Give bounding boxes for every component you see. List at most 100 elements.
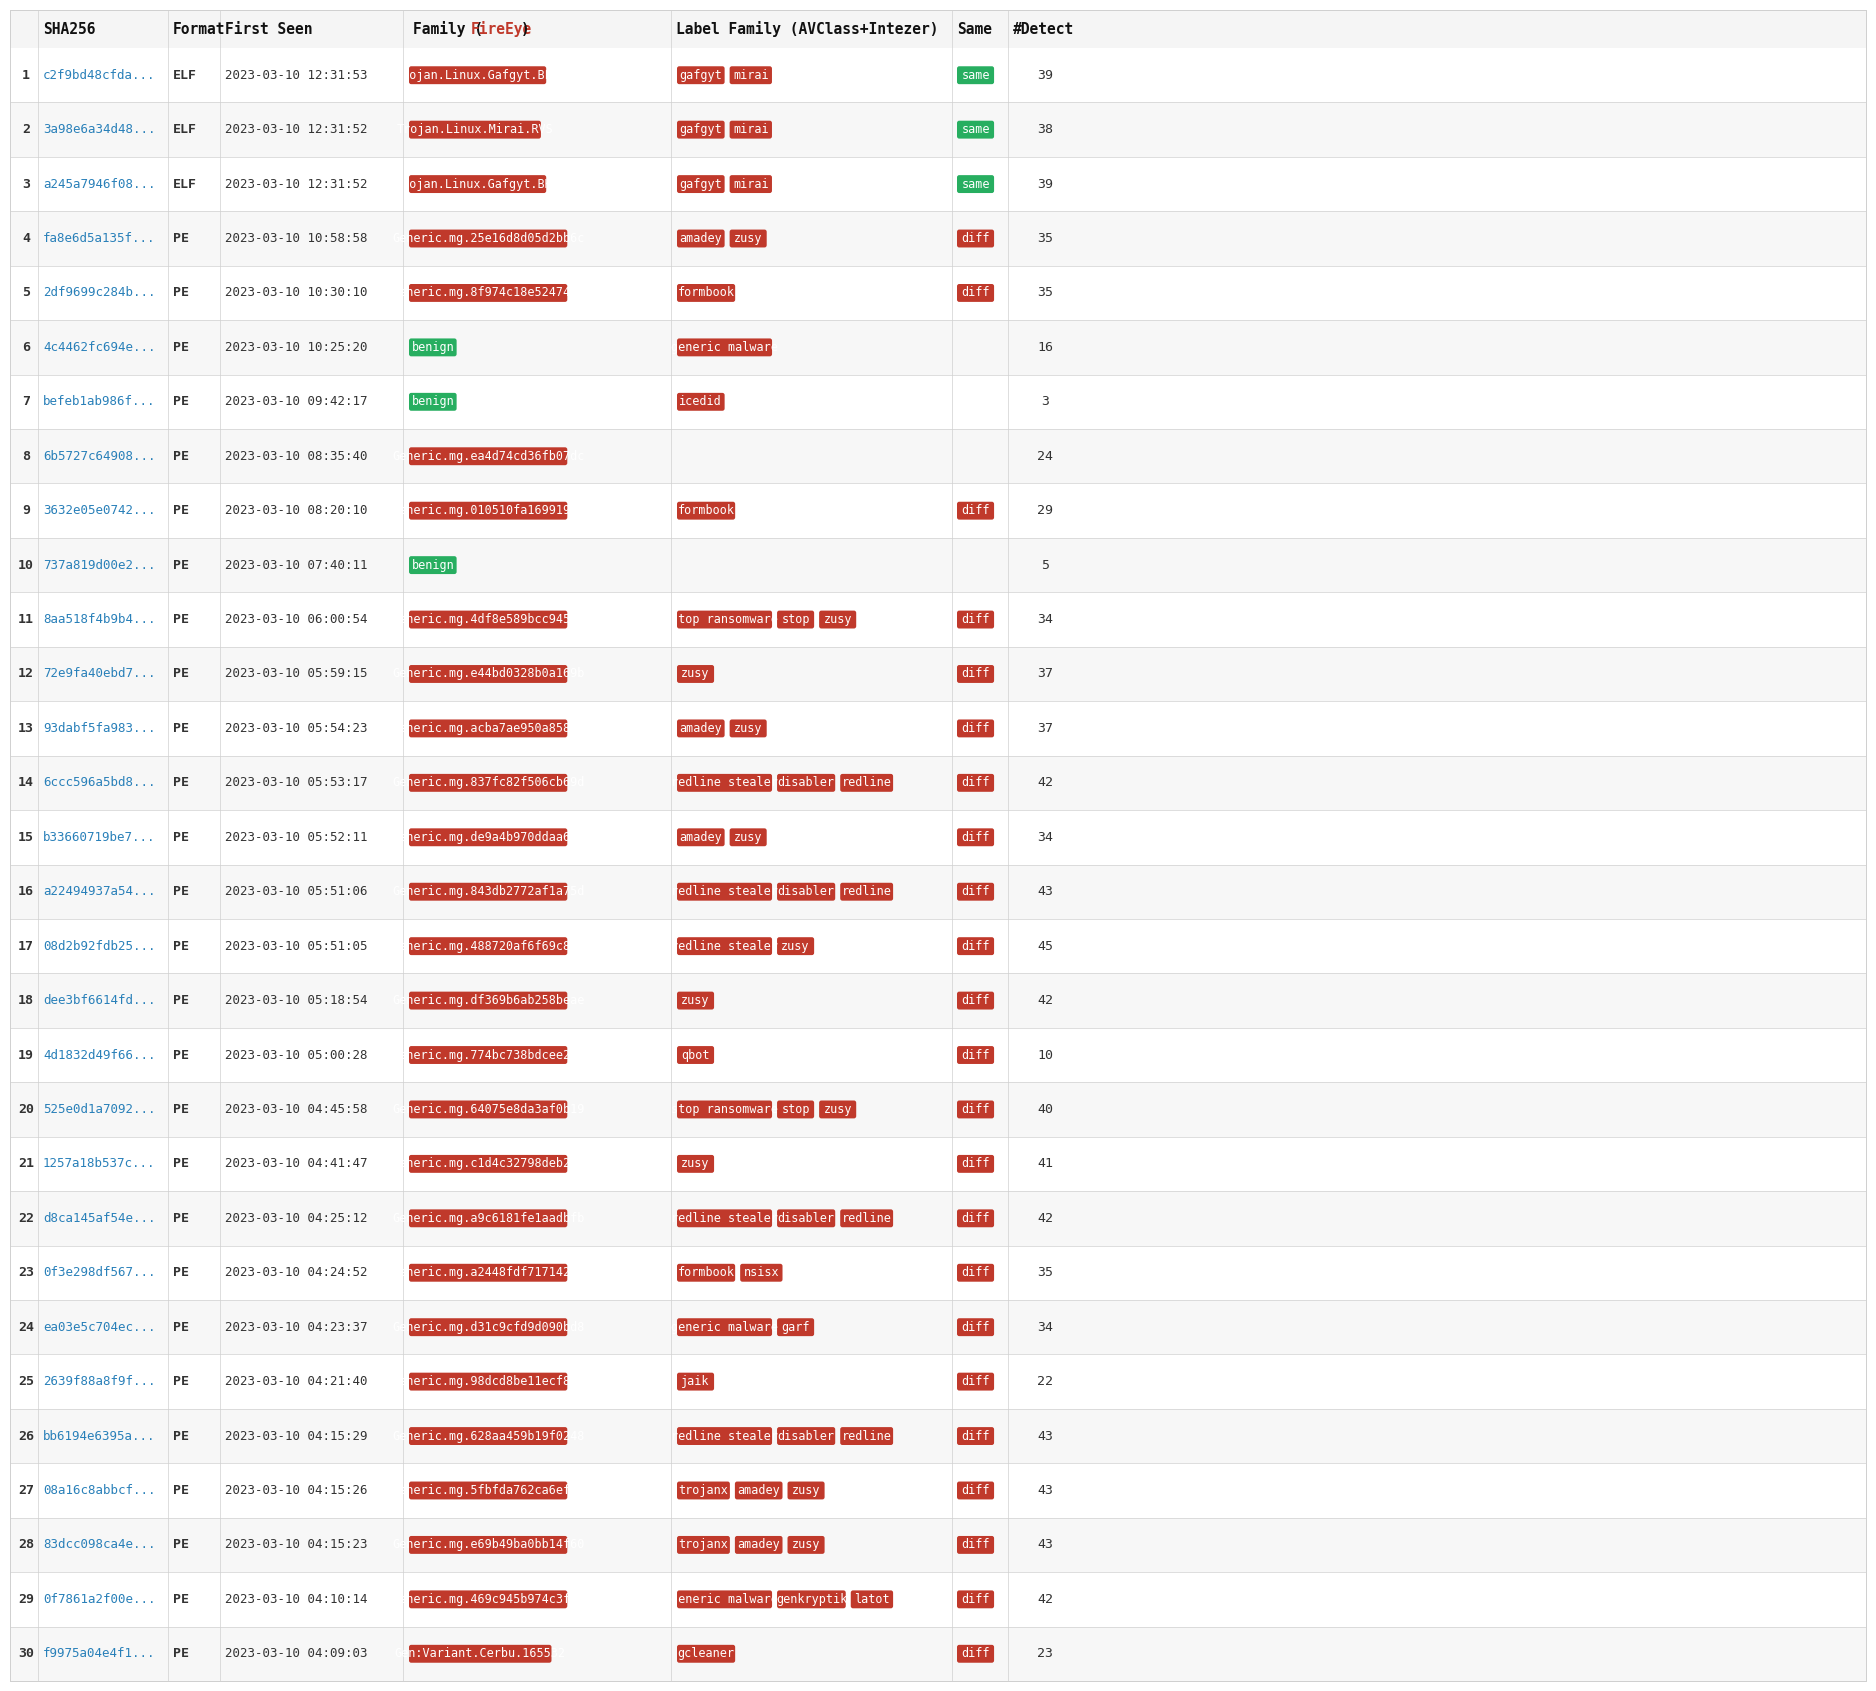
Text: 11: 11 — [19, 614, 34, 626]
FancyBboxPatch shape — [730, 719, 767, 737]
FancyBboxPatch shape — [840, 774, 893, 791]
Bar — [9, 646, 1867, 702]
FancyBboxPatch shape — [409, 120, 540, 139]
Text: 35: 35 — [1037, 1267, 1052, 1280]
FancyBboxPatch shape — [735, 1481, 782, 1500]
Text: 2023-03-10 08:20:10: 2023-03-10 08:20:10 — [225, 504, 368, 517]
Text: 2023-03-10 12:31:53: 2023-03-10 12:31:53 — [225, 69, 368, 81]
Text: 1257a18b537c...: 1257a18b537c... — [43, 1157, 156, 1170]
FancyBboxPatch shape — [409, 991, 567, 1010]
Text: 39: 39 — [1037, 69, 1052, 81]
Text: 42: 42 — [1037, 994, 1052, 1008]
FancyBboxPatch shape — [409, 1427, 567, 1446]
FancyBboxPatch shape — [677, 1047, 715, 1064]
Text: 2639f88a8f9f...: 2639f88a8f9f... — [43, 1375, 156, 1388]
Text: 2023-03-10 10:30:10: 2023-03-10 10:30:10 — [225, 286, 368, 299]
Text: 0f7861a2f00e...: 0f7861a2f00e... — [43, 1593, 156, 1606]
FancyBboxPatch shape — [677, 665, 715, 683]
Text: 2023-03-10 04:09:03: 2023-03-10 04:09:03 — [225, 1647, 368, 1661]
Text: 3: 3 — [23, 178, 30, 191]
Text: amadey: amadey — [679, 830, 722, 844]
Text: generic malware: generic malware — [672, 1321, 779, 1334]
Text: diff: diff — [961, 286, 991, 299]
Text: ELF: ELF — [173, 123, 197, 137]
FancyBboxPatch shape — [820, 1101, 855, 1118]
Text: 2023-03-10 04:45:58: 2023-03-10 04:45:58 — [225, 1103, 368, 1116]
FancyBboxPatch shape — [677, 937, 773, 955]
Text: 72e9fa40ebd7...: 72e9fa40ebd7... — [43, 668, 156, 680]
Text: PE: PE — [173, 1103, 189, 1116]
Text: redline stealer: redline stealer — [672, 1212, 779, 1224]
FancyBboxPatch shape — [788, 1535, 825, 1554]
Text: PE: PE — [173, 722, 189, 736]
FancyBboxPatch shape — [957, 1481, 994, 1500]
Text: 34: 34 — [1037, 830, 1052, 844]
Text: Generic.mg.010510fa1699192f: Generic.mg.010510fa1699192f — [392, 504, 583, 517]
Text: amadey: amadey — [737, 1539, 780, 1551]
Text: d8ca145af54e...: d8ca145af54e... — [43, 1212, 156, 1224]
FancyBboxPatch shape — [777, 610, 814, 629]
Text: dee3bf6614fd...: dee3bf6614fd... — [43, 994, 156, 1008]
Bar — [9, 756, 1867, 810]
FancyBboxPatch shape — [677, 230, 724, 247]
Bar — [9, 10, 1867, 47]
Text: diff: diff — [961, 940, 991, 952]
FancyBboxPatch shape — [409, 284, 567, 303]
Text: trojanx: trojanx — [679, 1485, 728, 1497]
FancyBboxPatch shape — [820, 610, 855, 629]
Text: 3632e05e0742...: 3632e05e0742... — [43, 504, 156, 517]
Text: Generic.mg.837fc82f506cb69d: Generic.mg.837fc82f506cb69d — [392, 776, 583, 790]
FancyBboxPatch shape — [730, 66, 771, 85]
Text: Generic.mg.acba7ae950a85813: Generic.mg.acba7ae950a85813 — [392, 722, 583, 736]
Text: 3: 3 — [1041, 396, 1049, 408]
Text: 2023-03-10 04:21:40: 2023-03-10 04:21:40 — [225, 1375, 368, 1388]
Text: FireEye: FireEye — [471, 20, 533, 37]
Text: zusy: zusy — [792, 1485, 820, 1497]
Text: Trojan.Linux.Mirai.RVS: Trojan.Linux.Mirai.RVS — [396, 123, 553, 137]
Text: Generic.mg.a9c6181fe1aadbfb: Generic.mg.a9c6181fe1aadbfb — [392, 1212, 583, 1224]
FancyBboxPatch shape — [730, 230, 767, 247]
Text: 0f3e298df567...: 0f3e298df567... — [43, 1267, 156, 1280]
Text: 34: 34 — [1037, 1321, 1052, 1334]
Text: 37: 37 — [1037, 722, 1052, 736]
Text: Generic.mg.98dcd8be11ecf867: Generic.mg.98dcd8be11ecf867 — [392, 1375, 583, 1388]
Text: zusy: zusy — [792, 1539, 820, 1551]
Text: formbook: formbook — [677, 504, 735, 517]
Bar — [9, 375, 1867, 430]
Text: 17: 17 — [19, 940, 34, 952]
Text: 2023-03-10 06:00:54: 2023-03-10 06:00:54 — [225, 614, 368, 626]
Text: 2023-03-10 04:15:26: 2023-03-10 04:15:26 — [225, 1485, 368, 1497]
Text: 43: 43 — [1037, 1485, 1052, 1497]
FancyBboxPatch shape — [957, 1209, 994, 1228]
Text: 21: 21 — [19, 1157, 34, 1170]
Text: a245a7946f08...: a245a7946f08... — [43, 178, 156, 191]
Text: PE: PE — [173, 1212, 189, 1224]
FancyBboxPatch shape — [957, 1101, 994, 1118]
Text: 28: 28 — [19, 1539, 34, 1551]
FancyBboxPatch shape — [777, 1101, 814, 1118]
Text: 34: 34 — [1037, 614, 1052, 626]
Text: PE: PE — [173, 994, 189, 1008]
Text: disabler: disabler — [779, 776, 835, 790]
Bar — [9, 320, 1867, 375]
Text: 2023-03-10 04:25:12: 2023-03-10 04:25:12 — [225, 1212, 368, 1224]
Text: 2023-03-10 10:25:20: 2023-03-10 10:25:20 — [225, 342, 368, 353]
Text: 2023-03-10 04:15:29: 2023-03-10 04:15:29 — [225, 1429, 368, 1442]
Text: Generic.mg.4df8e589bcc9458c: Generic.mg.4df8e589bcc9458c — [392, 614, 583, 626]
Text: redline: redline — [842, 1429, 891, 1442]
FancyBboxPatch shape — [677, 1645, 735, 1662]
Text: 22: 22 — [1037, 1375, 1052, 1388]
FancyBboxPatch shape — [409, 665, 567, 683]
Text: disabler: disabler — [779, 884, 835, 898]
FancyBboxPatch shape — [957, 1155, 994, 1174]
FancyBboxPatch shape — [957, 719, 994, 737]
Text: Generic.mg.d31c9cfd9d090bd8: Generic.mg.d31c9cfd9d090bd8 — [392, 1321, 583, 1334]
Text: ea03e5c704ec...: ea03e5c704ec... — [43, 1321, 156, 1334]
Text: 4d1832d49f66...: 4d1832d49f66... — [43, 1048, 156, 1062]
FancyBboxPatch shape — [788, 1481, 825, 1500]
FancyBboxPatch shape — [957, 829, 994, 846]
Text: SHA256: SHA256 — [43, 22, 96, 37]
Text: 2023-03-10 05:53:17: 2023-03-10 05:53:17 — [225, 776, 368, 790]
Text: redline stealer: redline stealer — [672, 940, 779, 952]
Bar — [9, 1136, 1867, 1190]
